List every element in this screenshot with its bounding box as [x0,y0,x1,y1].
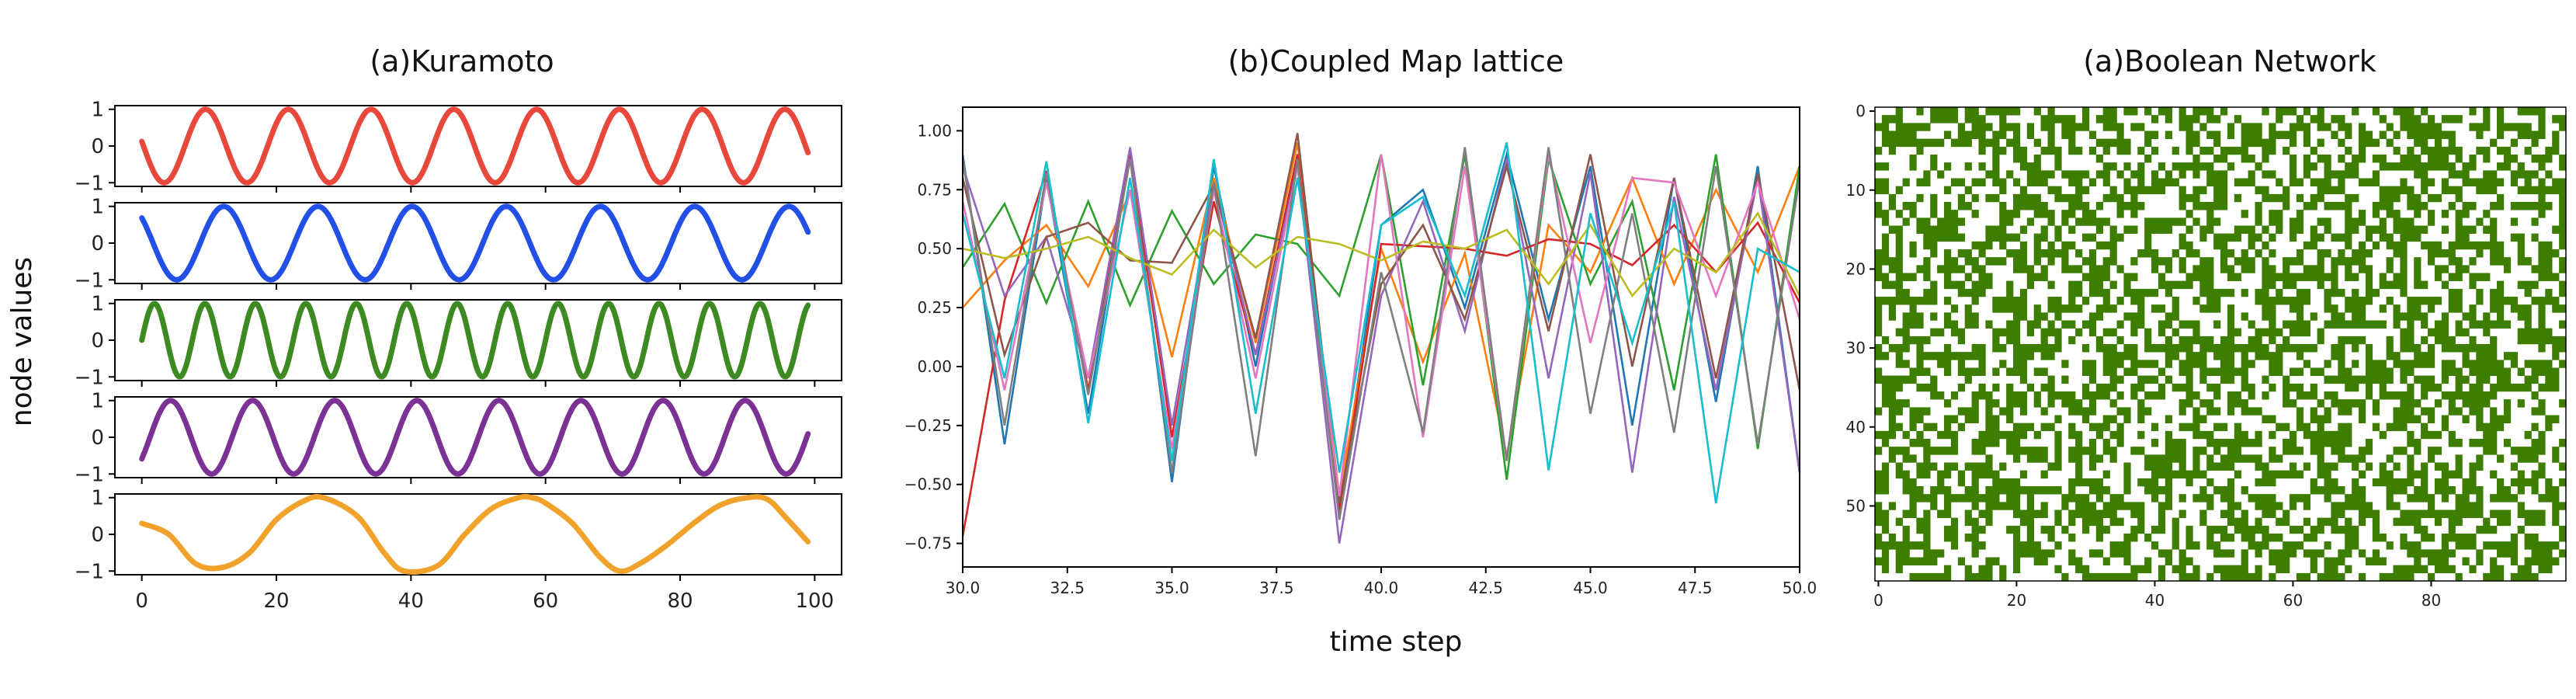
boolean-xtick-label: 20 [2007,591,2026,610]
cml-ytick-label: −0.50 [904,475,952,494]
cml-ytick-label: 1.00 [917,121,952,140]
boolean-xtick-label: 80 [2422,591,2441,610]
cml-ytick-label: 0.75 [917,180,952,199]
kuramoto-ytick-label: 0 [91,426,104,450]
cml-xtick-label: 40.0 [1364,579,1399,597]
kuramoto-xtick-label: 80 [667,589,693,613]
kuramoto-xtick-label: 0 [135,589,148,613]
boolean-ytick-label: 10 [1846,181,1866,200]
cml-ytick-label: −0.75 [904,534,952,553]
boolean-active-cells [1875,107,2567,582]
kuramoto-title: (a)Kuramoto [370,44,554,78]
kuramoto-ytick-label: −1 [75,269,104,292]
cml-xtick-label: 35.0 [1154,579,1189,597]
kuramoto-ytick-label: 0 [91,232,104,256]
kuramoto-ytick-label: −1 [75,172,104,195]
boolean-frame [1874,106,2567,582]
boolean-ytick-label: 20 [1846,259,1866,278]
cml-xtick-label: 42.5 [1468,579,1503,597]
kuramoto-ytick-label: 0 [91,329,104,353]
shared-xlabel: time step [1330,626,1463,658]
cml-series-8 [961,147,1801,520]
kuramoto-subplot-frame-5 [114,493,842,576]
cml-ytick-label: 0.50 [917,239,952,258]
boolean-ytick-label: 0 [1856,102,1866,120]
kuramoto-series-4 [139,398,811,477]
boolean-ytick-label: 30 [1846,339,1866,357]
kuramoto-xtick-label: 60 [533,589,558,613]
kuramoto-ytick-label: −1 [75,560,104,583]
boolean-ytick-label: 50 [1846,496,1866,515]
cml-xtick-label: 37.5 [1259,579,1294,597]
boolean-xtick-label: 60 [2283,591,2303,610]
cml-xtick-label: 45.0 [1573,579,1608,597]
kuramoto-series-2 [139,203,811,283]
kuramoto-series-5 [139,493,811,575]
kuramoto-ytick-label: 0 [91,135,104,158]
cml-series-6 [961,133,1801,504]
kuramoto-xtick-label: 40 [398,589,424,613]
boolean-network-heatmap: 0 10 20 30 40 50 0 20 40 60 80 [1846,102,2567,610]
cml-chart: −0.75 −0.50 −0.25 0.00 0.25 0.50 0.75 1.00 30.0 3… [904,106,1817,597]
cml-series-10 [961,142,1800,504]
cml-xtick-label: 47.5 [1678,579,1713,597]
kuramoto-ytick-label: 1 [91,196,104,219]
cml-series-9 [962,211,1801,298]
cml-ytick-label: 0.25 [917,298,952,317]
cml-frame [962,106,1800,568]
kuramoto-series-1 [139,106,811,186]
kuramoto-ytick-label: 1 [91,487,104,510]
cml-xtick-label: 50.0 [1783,579,1817,597]
cml-series-4 [961,154,1801,537]
kuramoto-ytick-label: 1 [91,99,104,122]
kuramoto-xtick-label: 100 [796,589,835,613]
kuramoto-ytick-label: 1 [91,390,104,413]
kuramoto-xtick-label: 20 [263,589,289,613]
kuramoto-ytick-label: −1 [75,463,104,486]
cml-xtick-label: 32.5 [1050,579,1085,597]
boolean-xtick-label: 40 [2145,591,2165,610]
shared-ylabel: node values [6,257,38,426]
cml-series-2 [962,142,1801,497]
kuramoto-ytick-label: −1 [75,366,104,389]
boolean-title: (a)Boolean Network [2083,44,2376,78]
cml-ytick-label: 0.00 [917,357,952,376]
kuramoto-ytick-label: 1 [91,293,104,316]
cml-series-5 [961,147,1801,544]
cml-title: (b)Coupled Map lattice [1228,44,1564,78]
kuramoto-ytick-label: 0 [91,523,104,547]
boolean-ytick-label: 40 [1846,418,1866,436]
kuramoto-series-3 [139,301,811,380]
boolean-xtick-label: 0 [1873,591,1883,610]
cml-xtick-label: 30.0 [946,579,981,597]
cml-ytick-label: −0.25 [904,416,952,435]
